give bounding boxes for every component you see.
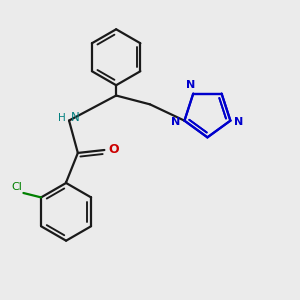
Text: N: N [234, 117, 243, 127]
Text: H: H [58, 112, 66, 123]
Text: N: N [70, 111, 79, 124]
Text: N: N [186, 80, 196, 90]
Text: O: O [108, 143, 119, 157]
Text: Cl: Cl [11, 182, 22, 191]
Text: N: N [171, 117, 180, 127]
